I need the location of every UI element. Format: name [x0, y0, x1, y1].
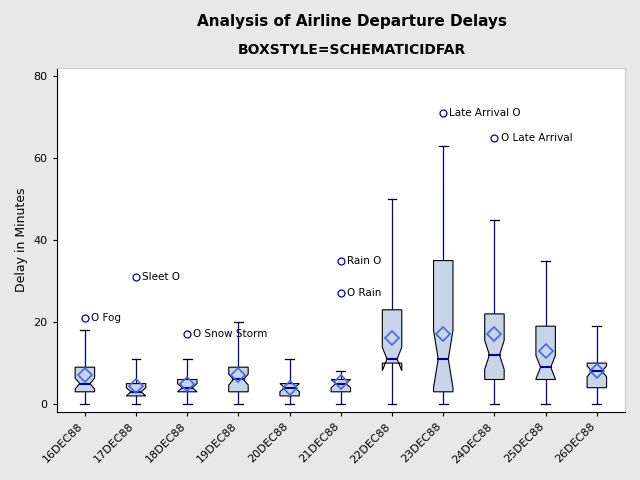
Polygon shape — [228, 367, 248, 392]
Text: Analysis of Airline Departure Delays: Analysis of Airline Departure Delays — [197, 14, 507, 29]
Text: Late Arrival O: Late Arrival O — [449, 108, 521, 118]
Polygon shape — [126, 384, 146, 396]
Y-axis label: Delay in Minutes: Delay in Minutes — [15, 188, 28, 292]
Text: O Rain: O Rain — [347, 288, 381, 299]
Polygon shape — [177, 380, 197, 392]
Polygon shape — [433, 261, 453, 392]
Text: BOXSTYLE=SCHEMATICIDFAR: BOXSTYLE=SCHEMATICIDFAR — [238, 43, 466, 57]
Text: O Snow Storm: O Snow Storm — [193, 329, 268, 339]
Text: Sleet O: Sleet O — [142, 272, 180, 282]
Text: O Fog: O Fog — [91, 313, 121, 323]
Polygon shape — [382, 310, 402, 371]
Polygon shape — [75, 367, 95, 392]
Polygon shape — [536, 326, 556, 380]
Polygon shape — [587, 363, 607, 388]
Polygon shape — [280, 384, 300, 396]
Text: Rain O: Rain O — [347, 255, 381, 265]
Polygon shape — [331, 380, 351, 392]
Text: O Late Arrival: O Late Arrival — [500, 132, 572, 143]
Polygon shape — [484, 314, 504, 380]
